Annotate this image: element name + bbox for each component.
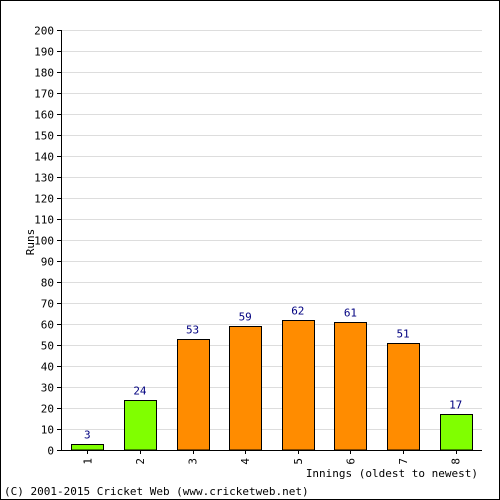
y-tick-label: 160 — [34, 109, 54, 122]
y-tick-label: 50 — [41, 340, 54, 353]
y-tick-label: 180 — [34, 67, 54, 80]
data-label: 3 — [84, 429, 91, 442]
bar — [334, 322, 367, 451]
axes-group — [57, 30, 482, 454]
x-tick-labels: 1 2 3 4 5 6 7 8 — [81, 458, 462, 465]
data-labels: 3 24 53 59 62 61 51 17 — [84, 305, 462, 442]
bar — [282, 320, 315, 451]
bar — [440, 414, 473, 451]
bar — [229, 326, 262, 451]
y-tick-label: 110 — [34, 214, 54, 227]
y-tick-label: 130 — [34, 172, 54, 185]
x-tick-label: 2 — [134, 458, 147, 465]
copyright-footer: (C) 2001-2015 Cricket Web (www.cricketwe… — [4, 485, 309, 498]
x-axis-label: Innings (oldest to newest) — [306, 467, 478, 480]
y-tick-label: 40 — [41, 361, 54, 374]
y-tick-label: 90 — [41, 256, 54, 269]
x-tick-label: 4 — [239, 458, 252, 465]
y-tick-label: 100 — [34, 235, 54, 248]
y-tick-label: 10 — [41, 424, 54, 437]
data-label: 51 — [396, 328, 409, 341]
x-tick-label: 3 — [187, 458, 200, 465]
data-label: 61 — [344, 307, 357, 320]
y-tick-label: 150 — [34, 130, 54, 143]
y-tick-label: 140 — [34, 151, 54, 164]
y-axis-label: Runs — [24, 229, 37, 256]
y-tick-label: 60 — [41, 319, 54, 332]
bar — [71, 444, 104, 451]
y-tick-label: 20 — [41, 403, 54, 416]
x-tick-label: 7 — [397, 458, 410, 465]
y-tick-label: 80 — [41, 277, 54, 290]
data-label: 59 — [239, 311, 252, 324]
x-tick-label: 6 — [344, 458, 357, 465]
data-label: 62 — [291, 305, 304, 318]
y-tick-label: 120 — [34, 193, 54, 206]
data-label: 53 — [186, 324, 199, 337]
bar — [387, 343, 420, 451]
data-label: 24 — [133, 385, 147, 398]
bar — [177, 339, 210, 451]
y-tick-label: 170 — [34, 88, 54, 101]
bar — [124, 400, 157, 451]
y-tick-label: 70 — [41, 298, 54, 311]
x-tick-label: 5 — [292, 458, 305, 465]
x-tick-label: 8 — [450, 458, 463, 465]
y-tick-label: 200 — [34, 25, 54, 38]
x-tick-label: 1 — [81, 458, 94, 465]
y-tick-label: 0 — [47, 445, 54, 458]
y-tick-labels: 0 10 20 30 40 50 60 70 80 90 100 110 120 130 140 150 160… — [34, 25, 54, 458]
y-tick-label: 190 — [34, 46, 54, 59]
data-label: 17 — [449, 399, 462, 412]
y-tick-label: 30 — [41, 382, 54, 395]
